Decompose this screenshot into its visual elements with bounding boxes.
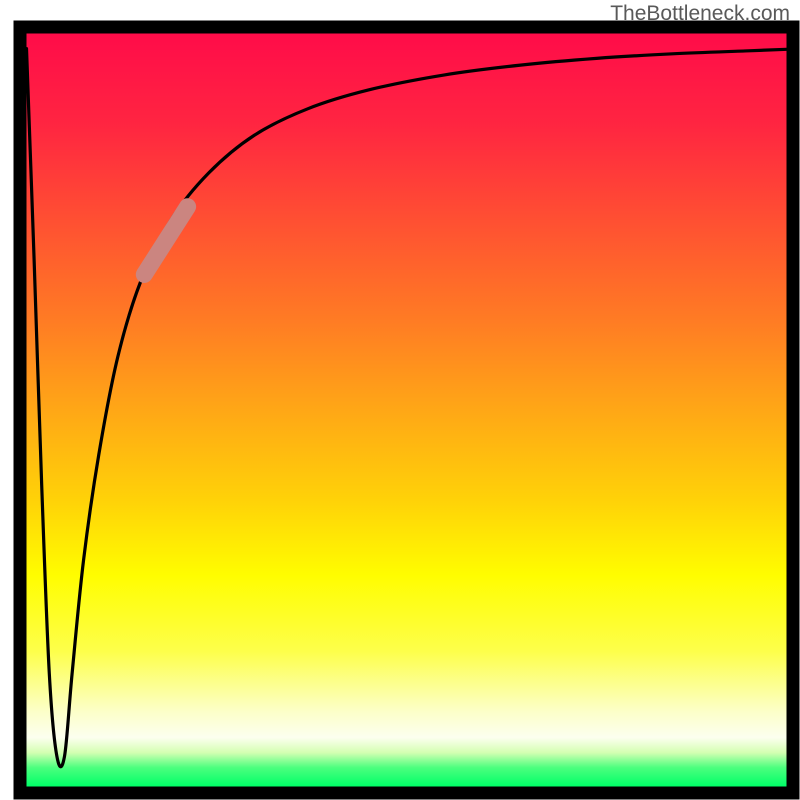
watermark-text: TheBottleneck.com xyxy=(610,2,790,26)
bottleneck-chart-svg xyxy=(0,0,800,800)
plot-background xyxy=(27,34,787,787)
bottleneck-chart-container: { "watermark": "TheBottleneck.com", "cha… xyxy=(0,0,800,800)
